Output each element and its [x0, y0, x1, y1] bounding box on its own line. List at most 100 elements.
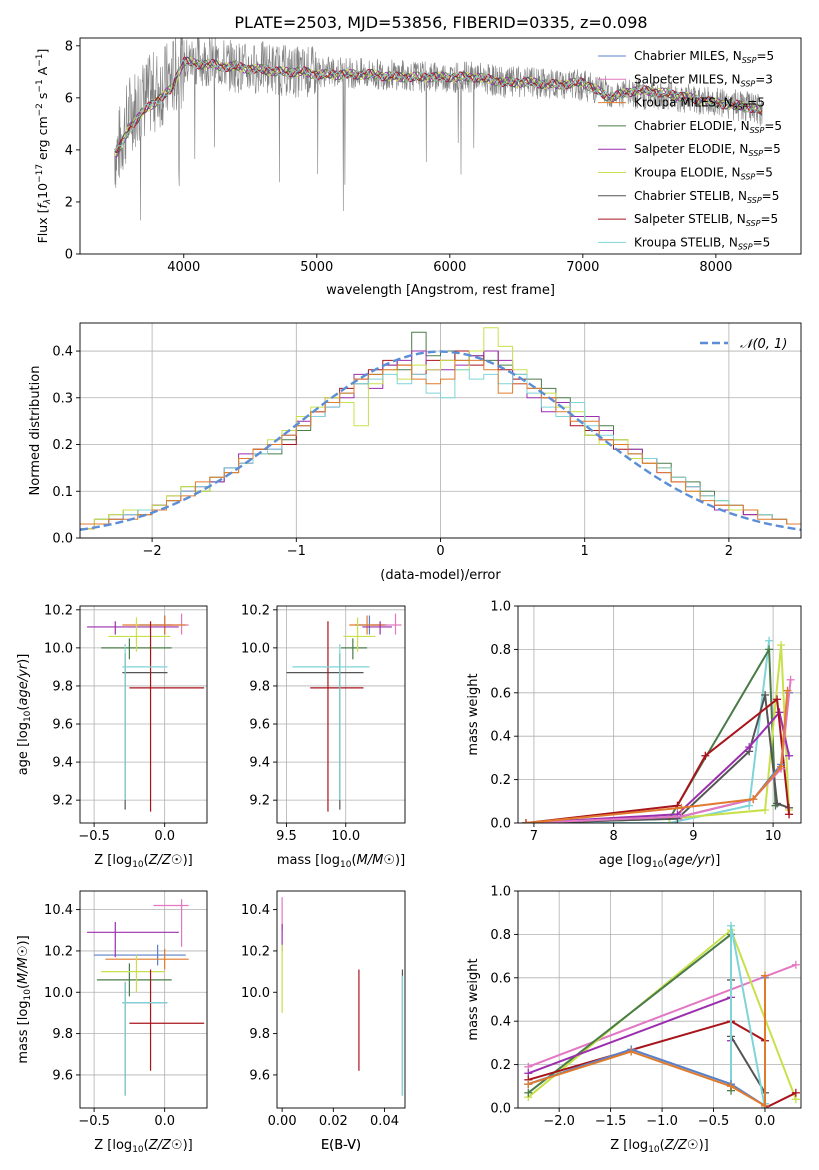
legend-label: Kroupa ELODIE, NSSP=5 — [634, 166, 773, 182]
plus-marker — [760, 971, 769, 980]
label-sub: 10 — [648, 1145, 660, 1155]
plus-marker — [785, 810, 794, 819]
y-tick-label: 0.8 — [490, 643, 511, 658]
plus-marker — [777, 641, 786, 650]
label-part: )] — [395, 853, 405, 868]
y-tick-label: 0.0 — [490, 817, 511, 832]
label-part: =5 — [763, 142, 781, 156]
label-part: mass [log — [16, 1000, 31, 1063]
plus-marker — [524, 1088, 533, 1097]
label-sub: 10 — [132, 860, 144, 870]
label-part: −17 — [35, 164, 45, 183]
y-tick-label: 10.0 — [44, 986, 73, 1001]
x-tick-label: −0.5 — [698, 1114, 730, 1129]
y-tick-label: 9.6 — [52, 1068, 73, 1083]
x-tick-label: 0.0 — [154, 1114, 175, 1129]
label-part: Z/Z☉ — [148, 1138, 183, 1153]
axes-border — [517, 605, 802, 824]
label-part: A — [35, 66, 50, 79]
y-tick-label: 0.2 — [490, 1058, 511, 1073]
y-tick-label: 9.4 — [52, 756, 73, 771]
plus-marker — [785, 751, 794, 760]
x-tick-label: −0.5 — [78, 829, 110, 844]
x-tick-label: −0.5 — [78, 1114, 110, 1129]
label-part: 10 — [35, 183, 50, 199]
age-vs-metallicity-panel: −0.5 0.09.29.49.69.810.010.2Z [log10(Z/Z☉… — [16, 603, 208, 870]
y-tick-label: 9.6 — [249, 718, 270, 733]
label-part: Chabrier ELODIE, N — [634, 119, 750, 133]
x-axis-label: wavelength [Angstrom, rest frame] — [326, 283, 555, 298]
axes-border — [79, 605, 208, 824]
error-bar-point — [105, 948, 189, 970]
label-part: =5 — [756, 49, 774, 63]
x-tick-label: 10 — [765, 829, 782, 844]
error-bar-point — [122, 981, 168, 1096]
x-tick-label: 4000 — [167, 260, 200, 275]
label-part: age/yr — [668, 853, 711, 868]
error-bar-point — [94, 944, 186, 966]
x-axis-label: age [log10(age/yr)] — [599, 853, 721, 870]
plus-marker — [765, 645, 774, 654]
ebv-panel: 0.00 0.02 0.049.69.810.010.210.4E(B-V)E(B-… — [241, 890, 406, 1153]
axes-frame: 0.00 0.02 0.049.69.810.010.210.4E(B-V)E(B-… — [241, 890, 406, 1153]
label-part: Salpeter STELIB, N — [634, 212, 746, 226]
x-tick-label: 0.0 — [755, 1114, 776, 1129]
plus-marker — [791, 1088, 800, 1097]
plus-marker — [521, 819, 530, 823]
label-sub: 10 — [23, 710, 33, 722]
y-tick-label: 10.2 — [241, 603, 270, 618]
y-tick-label: 9.4 — [249, 756, 270, 771]
label-part: =5 — [762, 189, 780, 203]
x-axis-label: Z [log10(Z/Z☉)] — [610, 1138, 708, 1155]
label-part: =5 — [760, 212, 778, 226]
y-tick-label: 9.2 — [249, 794, 270, 809]
residuals-panel: −2 −1 0 1 2 0.0 0.1 0.2 0.3 0.4 𝒩(0, 1) (data-model… — [28, 322, 802, 583]
error-bar-point — [153, 899, 189, 947]
y-tick-label: 0.3 — [52, 391, 73, 406]
x-tick-label: −1 — [287, 544, 306, 559]
label-part: −1 — [35, 79, 45, 92]
error-bar-point — [310, 621, 364, 812]
y-tick-label: 10.2 — [44, 944, 73, 959]
y-tick-label: 9.6 — [249, 1068, 270, 1083]
y-tick-label: 10.0 — [44, 641, 73, 656]
plus-marker — [745, 801, 754, 810]
label-sub: SSP — [733, 103, 748, 112]
label-part: ] — [35, 49, 50, 54]
plot-area — [524, 921, 800, 1108]
plus-marker — [745, 743, 754, 752]
label-part: )] — [183, 853, 193, 868]
x-tick-label: 0.02 — [319, 1114, 348, 1129]
label-part: )] — [16, 654, 31, 664]
label-part: =5 — [755, 166, 773, 180]
weight-vs-metallicity-panel: −2.0 −1.5 −1.0 −0.5 0.0 0.0 0.2 0.4 0.6 0.8 1.0 Z [… — [466, 885, 802, 1155]
label-part: Salpeter MILES, N — [634, 72, 741, 86]
x-tick-label: 0.0 — [154, 829, 175, 844]
label-part: Kroupa ELODIE, N — [634, 166, 741, 180]
label-part: λ — [43, 199, 53, 205]
label-part: =5 — [747, 96, 765, 110]
legend-label: Chabrier ELODIE, NSSP=5 — [634, 119, 782, 135]
label-part: Flux [ — [35, 209, 50, 244]
y-tick-label: 10.0 — [241, 986, 270, 1001]
label-sub: SSP — [738, 242, 753, 251]
label-part: Kroupa MILES, N — [634, 96, 733, 110]
y-tick-label: 9.2 — [52, 794, 73, 809]
plus-marker — [761, 805, 770, 814]
x-tick-label: 7000 — [566, 260, 599, 275]
label-part: =3 — [755, 72, 773, 86]
label-sub: SSP — [750, 126, 765, 135]
label-part: )] — [710, 853, 720, 868]
y-tick-label: 10.2 — [241, 944, 270, 959]
y-tick-label: 0.8 — [490, 928, 511, 943]
x-tick-label: 8000 — [699, 260, 732, 275]
label-part: mass [log — [277, 853, 340, 868]
grid — [277, 606, 405, 823]
label-part: ( — [16, 984, 31, 989]
x-tick-label: −1.0 — [646, 1114, 678, 1129]
age-vs-mass-panel: 9.5 10.0 9.2 9.4 9.6 9.8 10.0 10.2 mass [log10(M… — [241, 603, 406, 870]
weight-line — [527, 933, 732, 1094]
label-part: −2 — [35, 103, 45, 116]
label-sub: SSP — [746, 219, 761, 228]
error-bar-point — [153, 613, 189, 635]
